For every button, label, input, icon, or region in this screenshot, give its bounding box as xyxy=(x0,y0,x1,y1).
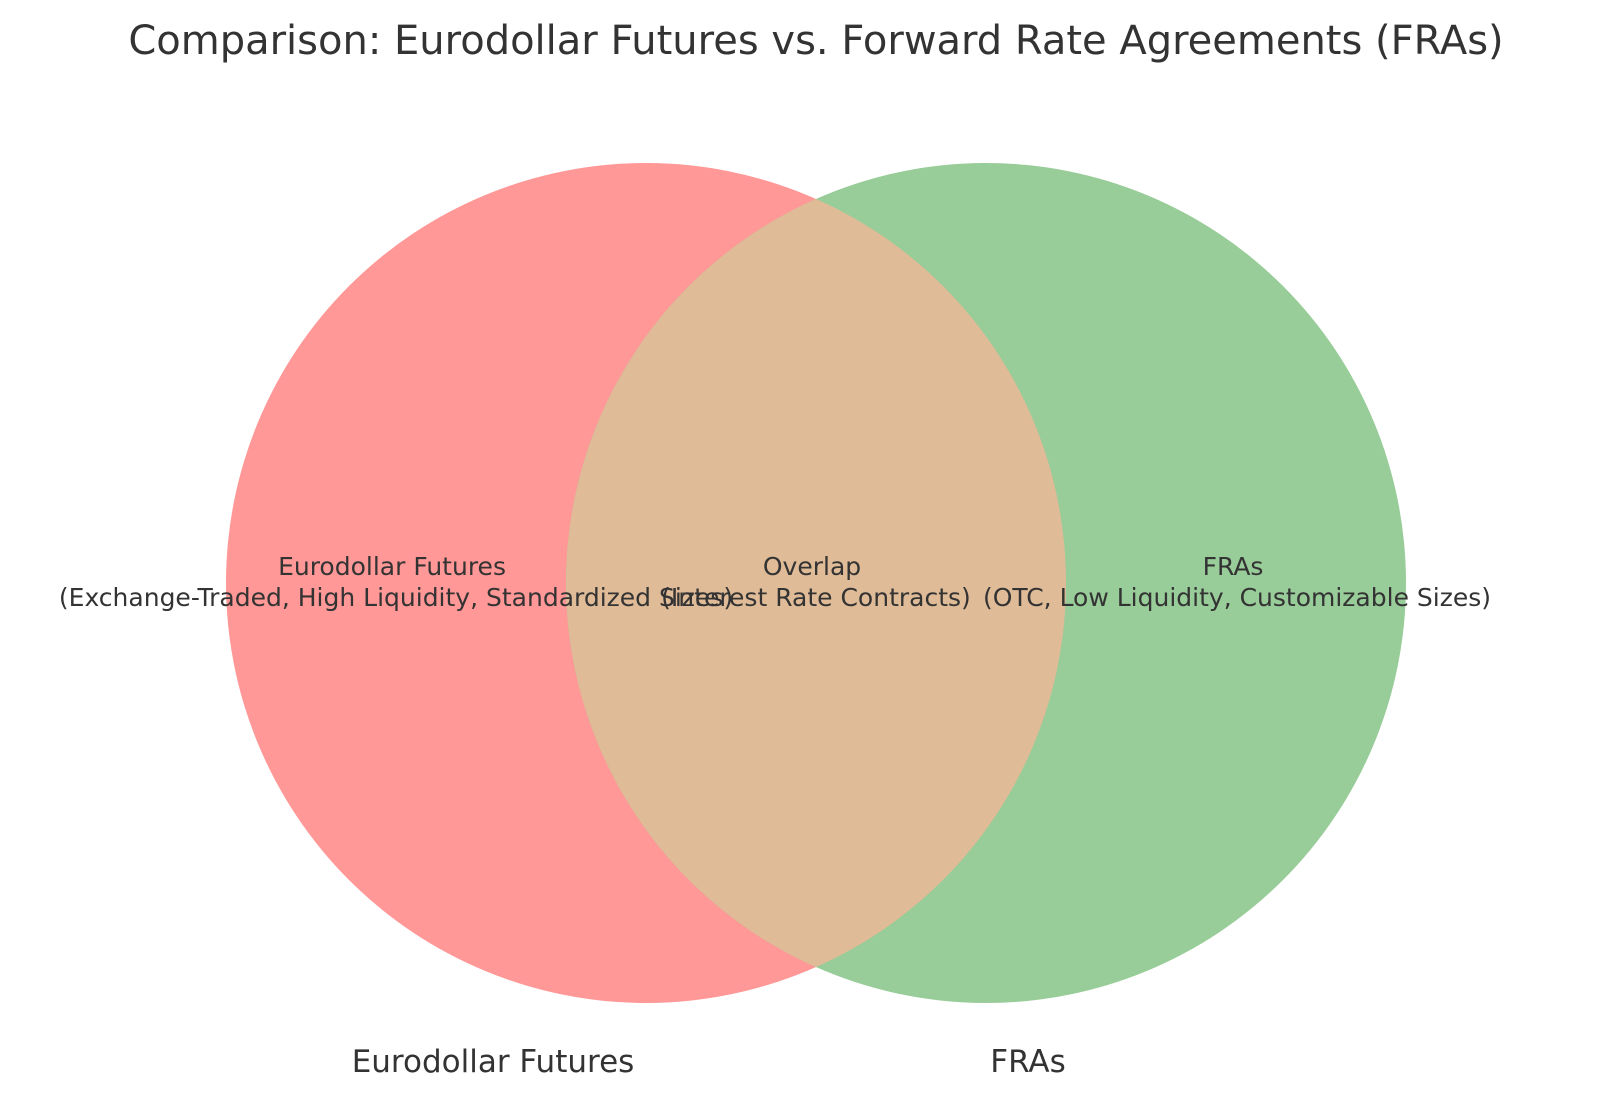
right-set-label: FRAs xyxy=(990,1044,1065,1080)
right-region-label: FRAs (OTC, Low Liquidity, Customizable S… xyxy=(983,552,1491,612)
overlap-region-title: Overlap xyxy=(763,552,861,581)
overlap-region-detail: (Interest Rate Contracts) xyxy=(661,583,971,612)
left-region-label: Eurodollar Futures (Exchange-Traded, Hig… xyxy=(59,552,733,612)
overlap-region-label: Overlap (Interest Rate Contracts) xyxy=(661,552,971,612)
overlap-region xyxy=(566,163,1066,1003)
left-region-title: Eurodollar Futures xyxy=(278,552,506,581)
left-set-label: Eurodollar Futures xyxy=(352,1044,635,1080)
left-region-detail: (Exchange-Traded, High Liquidity, Standa… xyxy=(59,583,733,612)
right-region-detail: (OTC, Low Liquidity, Customizable Sizes) xyxy=(983,583,1491,612)
diagram-title: Comparison: Eurodollar Futures vs. Forwa… xyxy=(128,18,1503,64)
right-region-title: FRAs xyxy=(1203,552,1264,581)
